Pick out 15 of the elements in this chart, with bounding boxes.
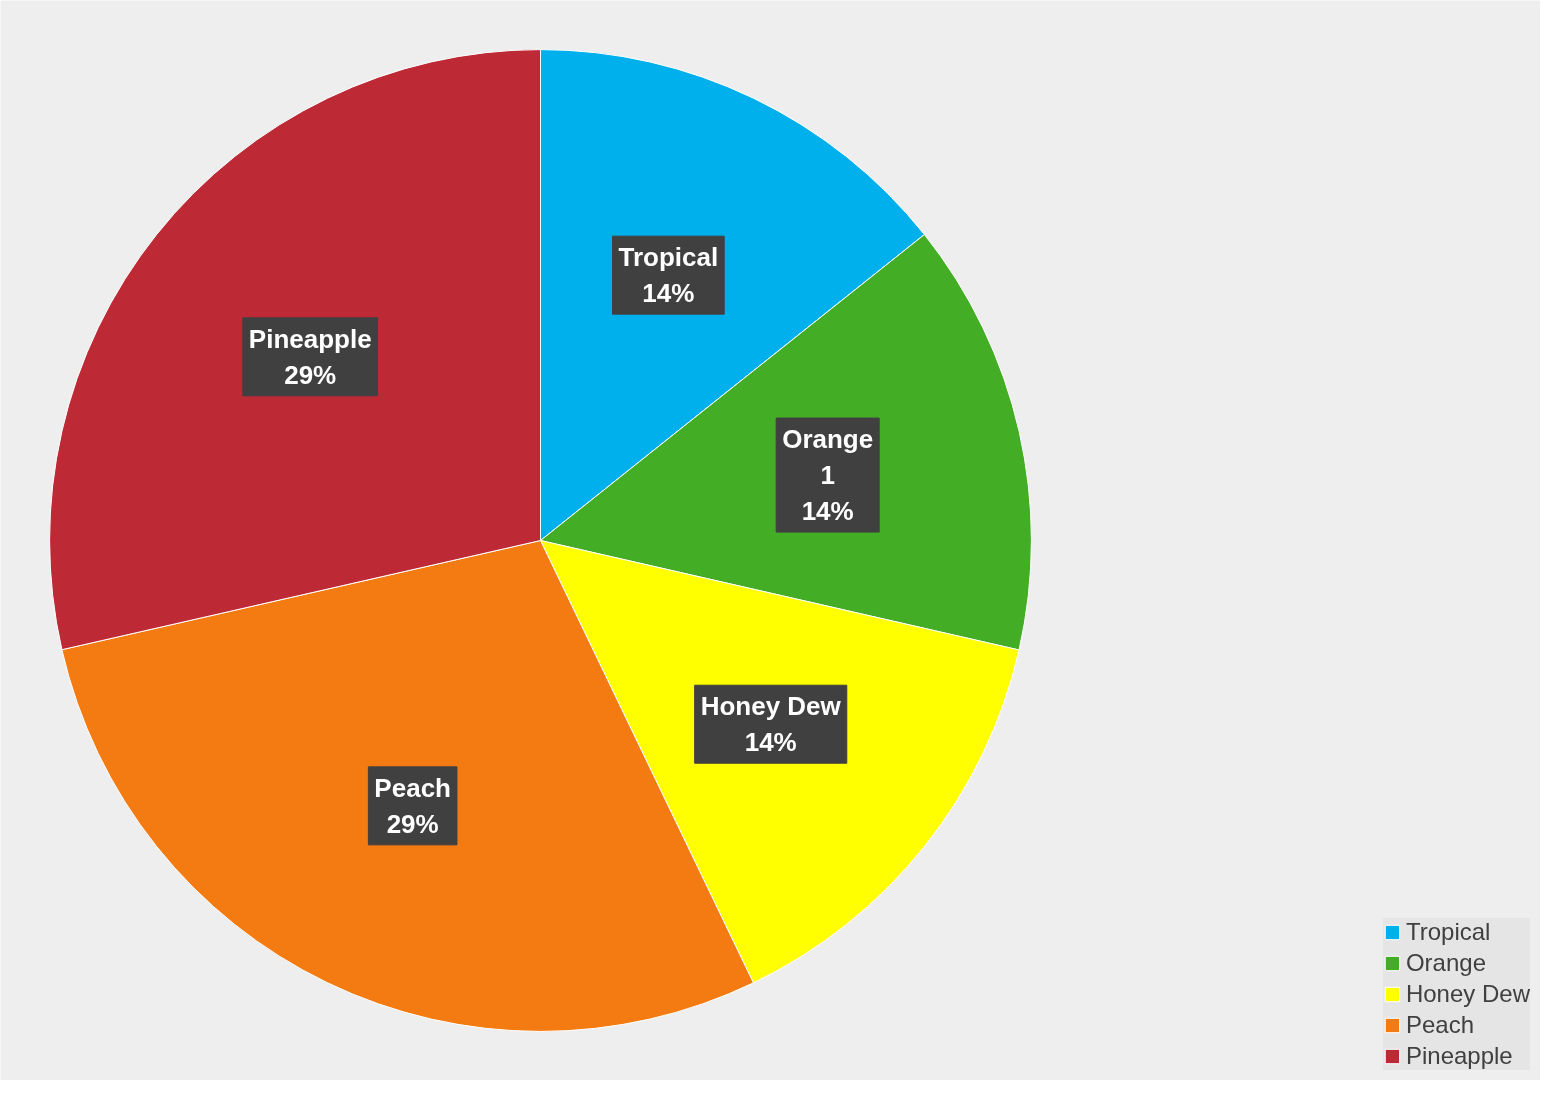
data-label: 29% <box>284 359 337 390</box>
slice-label: Orange <box>782 424 874 455</box>
slice-label: Peach <box>374 772 451 803</box>
legend-label: Peach <box>1405 1011 1474 1039</box>
slice-label: Tropical <box>618 242 719 273</box>
data-label: 29% <box>386 808 439 839</box>
data-label: 1 14% <box>801 460 854 527</box>
legend-label: Tropical <box>1405 918 1491 946</box>
slice-label: Pineapple <box>248 323 372 354</box>
slice-label: Honey Dew <box>700 691 842 722</box>
data-label: 14% <box>744 727 797 758</box>
legend-label: Orange <box>1405 949 1486 977</box>
data-label: 14% <box>642 278 695 309</box>
legend-label: Honey Dew <box>1405 980 1530 1008</box>
legend-label: Pineapple <box>1405 1042 1513 1070</box>
